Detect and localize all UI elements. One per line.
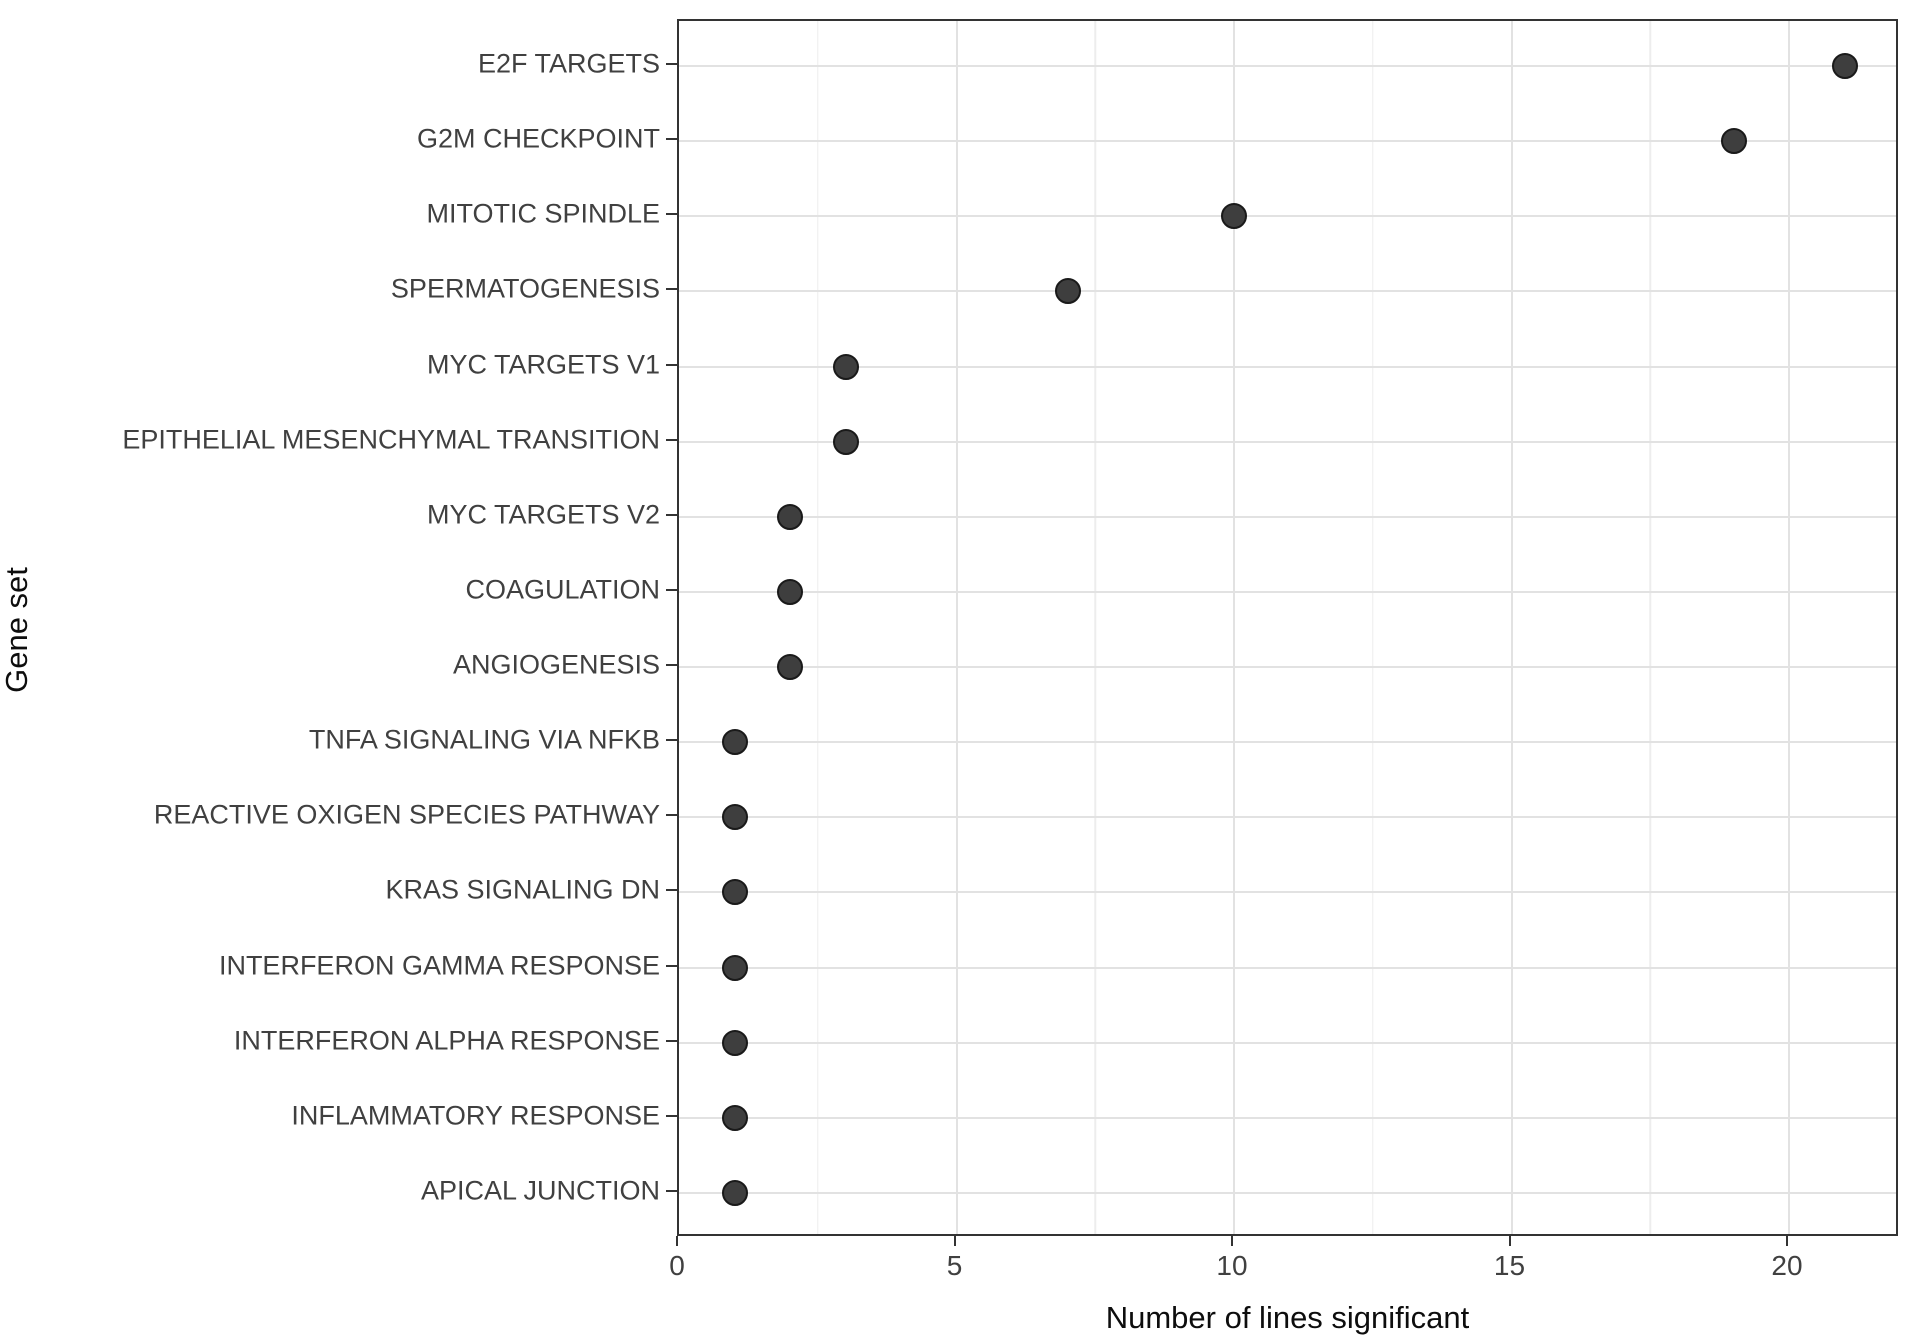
y-tick-label: INTERFERON GAMMA RESPONSE: [218, 950, 660, 981]
gridline-y-major: [679, 65, 1896, 68]
data-point: [832, 428, 859, 455]
y-tick-mark: [666, 1189, 677, 1192]
gridline-y-major: [679, 1041, 1896, 1044]
gridline-x-major: [1510, 21, 1513, 1234]
y-tick-label: E2F TARGETS: [477, 48, 660, 79]
data-point: [721, 954, 748, 981]
gridline-y-major: [679, 966, 1896, 969]
x-axis-tick-labels: 0 5 10 15 20: [669, 1250, 1898, 1286]
y-tick-label: INFLAMMATORY RESPONSE: [291, 1100, 660, 1131]
y-tick-label: KRAS SIGNALING DN: [385, 874, 660, 905]
gridline-x-minor: [1649, 21, 1651, 1234]
y-tick-mark: [666, 664, 677, 667]
y-axis-tick-labels: E2F TARGETS G2M CHECKPOINT MITOTIC SPINDLE…: [0, 19, 660, 1236]
y-tick-label: ANGIOGENESIS: [452, 649, 660, 680]
y-tick-mark: [666, 63, 677, 66]
gridline-y-major: [679, 816, 1896, 819]
gridline-x-minor: [1372, 21, 1374, 1234]
y-tick-mark: [666, 288, 677, 291]
data-point: [777, 503, 803, 530]
data-point: [721, 804, 748, 831]
data-point: [777, 654, 803, 681]
data-point: [1054, 278, 1081, 305]
y-tick-label: SPERMATOGENESIS: [390, 273, 660, 304]
y-axis-tick-marks: [666, 19, 677, 1236]
y-tick-mark: [666, 889, 677, 892]
y-tick-mark: [666, 964, 677, 967]
x-tick-mark: [953, 1236, 956, 1246]
gridline-y-major: [679, 1116, 1896, 1119]
gridline-x-minor: [1094, 21, 1096, 1234]
gridline-y-major: [679, 440, 1896, 443]
y-tick-mark: [666, 513, 677, 516]
x-tick-mark: [676, 1236, 678, 1246]
y-tick-mark: [666, 739, 677, 742]
y-tick-mark: [666, 138, 677, 141]
y-tick-mark: [666, 588, 677, 591]
y-tick-label: MYC TARGETS V1: [426, 349, 660, 380]
y-tick-label: TNFA SIGNALING VIA NFKB: [308, 724, 660, 755]
y-tick-mark: [666, 363, 677, 366]
x-tick-mark: [1508, 1236, 1511, 1246]
y-tick-label: COAGULATION: [465, 574, 660, 605]
gridline-y-major: [679, 290, 1896, 293]
gridline-y-major: [679, 515, 1896, 518]
y-tick-label: G2M CHECKPOINT: [416, 123, 660, 154]
gridline-y-major: [679, 590, 1896, 593]
gridline-y-major: [679, 215, 1896, 218]
x-tick-label: 10: [1216, 1250, 1248, 1281]
y-tick-label: REACTIVE OXIGEN SPECIES PATHWAY: [153, 799, 660, 830]
x-axis-tick-marks: [676, 1236, 1898, 1246]
gridline-y-major: [679, 1191, 1896, 1194]
y-tick-label: INTERFERON ALPHA RESPONSE: [233, 1025, 660, 1056]
x-tick-label: 5: [946, 1250, 963, 1281]
x-axis-title: Number of lines significant: [1105, 1300, 1470, 1335]
y-tick-mark: [666, 213, 677, 216]
data-point: [721, 1179, 748, 1206]
data-point: [721, 729, 748, 756]
x-tick-label: 0: [669, 1250, 685, 1281]
gridline-y-major: [679, 741, 1896, 744]
gridline-x-major: [955, 21, 958, 1234]
plot-panel: [677, 19, 1898, 1236]
y-tick-mark: [666, 438, 677, 441]
x-tick-mark: [1786, 1236, 1788, 1246]
y-tick-label: APICAL JUNCTION: [420, 1175, 660, 1206]
gridline-y-major: [679, 365, 1896, 368]
y-tick-mark: [666, 1039, 677, 1042]
x-tick-label: 20: [1771, 1250, 1803, 1281]
data-point: [721, 1029, 748, 1056]
x-tick-mark: [1231, 1236, 1233, 1246]
data-point: [832, 353, 859, 380]
y-tick-label: MYC TARGETS V2: [426, 499, 660, 530]
y-tick-label: EPITHELIAL MESENCHYMAL TRANSITION: [122, 424, 660, 455]
y-tick-mark: [666, 1114, 677, 1117]
x-tick-label: 15: [1493, 1250, 1526, 1281]
gridline-y-major: [679, 891, 1896, 894]
gridline-x-major: [1233, 21, 1235, 1234]
data-point: [1720, 128, 1747, 155]
data-point: [1831, 53, 1858, 80]
data-point: [1221, 203, 1247, 230]
gridline-y-major: [679, 666, 1896, 669]
gridline-y-major: [679, 140, 1896, 143]
data-point: [721, 1104, 748, 1131]
data-point: [777, 578, 803, 605]
y-tick-label: MITOTIC SPINDLE: [426, 198, 660, 229]
y-axis-title: Gene set: [0, 567, 34, 693]
y-tick-mark: [666, 814, 677, 817]
gridline-x-major: [1788, 21, 1790, 1234]
data-point: [721, 879, 748, 906]
gridline-x-minor: [817, 21, 819, 1234]
